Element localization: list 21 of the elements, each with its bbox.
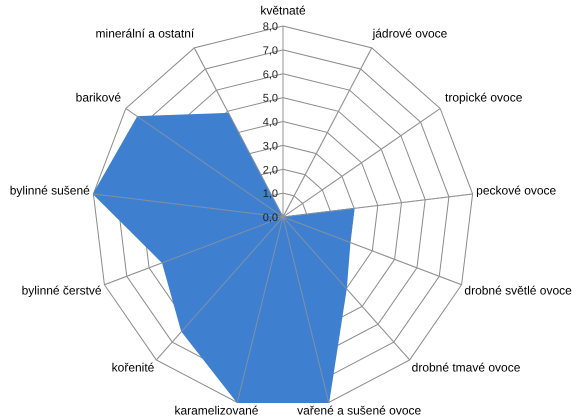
spoke-label: peckové ovoce xyxy=(476,183,557,198)
y-tick-label: 0,0 xyxy=(262,212,278,224)
spoke-label: drobné světlé ovoce xyxy=(464,283,572,298)
y-tick-label: 2,0 xyxy=(262,164,278,176)
y-tick-label: 6,0 xyxy=(262,68,278,81)
y-tick-label: 3,0 xyxy=(262,140,278,152)
spoke-label: květnaté xyxy=(260,3,306,18)
y-tick-label: 5,0 xyxy=(262,92,278,105)
spoke-label: bylinné čerstvé xyxy=(22,283,102,298)
spoke-label: karamelizované xyxy=(174,404,259,418)
y-tick-label: 7,0 xyxy=(262,44,278,57)
spoke-label: kořenité xyxy=(112,360,155,375)
spoke-label: barikové xyxy=(76,90,122,104)
spoke-label: tropické ovoce xyxy=(444,90,523,104)
spoke-label: drobné tmavé ovoce xyxy=(412,360,521,375)
y-tick-label: 8,0 xyxy=(262,21,278,34)
spoke-label: minerální a ostatní xyxy=(96,26,195,41)
spoke-label: vařené a sušené ovoce xyxy=(297,404,422,418)
y-tick-label: 4,0 xyxy=(262,116,278,129)
spoke-label: jádrové ovoce xyxy=(372,26,448,41)
spoke-label: bylinné sušené xyxy=(10,183,90,198)
